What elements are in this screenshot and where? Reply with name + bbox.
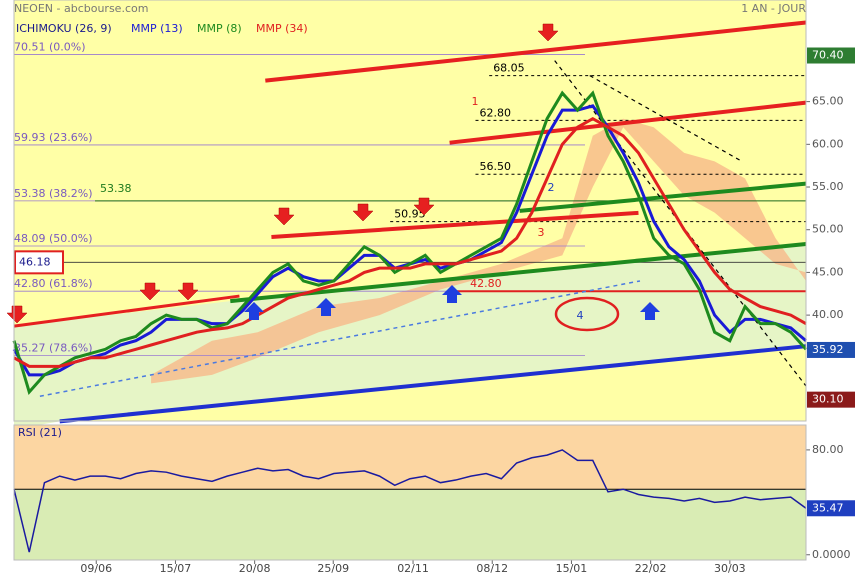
panel-frame	[13, 0, 807, 422]
buy-arrow	[442, 285, 462, 303]
trend-line	[230, 241, 807, 304]
last-value-box	[807, 500, 855, 517]
annotation-circle	[554, 296, 620, 332]
rsi-upper-zone	[14, 425, 806, 490]
last-value-label: 30.10	[812, 393, 844, 406]
trend-line	[59, 344, 807, 424]
trend-line	[519, 181, 807, 213]
ichimoku-cloud	[151, 118, 807, 384]
rsi-title: RSI (21)	[18, 426, 62, 439]
series-line	[12, 90, 808, 395]
level-label: 46.18	[19, 255, 51, 268]
y-tick-label: 65.00	[812, 95, 844, 108]
y-tick-label: 45.00	[812, 265, 844, 278]
level-box	[14, 250, 64, 275]
level-label: 68.05	[493, 62, 525, 75]
support-label: 42.80	[470, 277, 502, 290]
x-tick-label: 15/07	[160, 562, 192, 575]
buy-arrow	[316, 298, 336, 316]
fib-label: 53.38 (38.2%)	[14, 187, 93, 200]
x-tick-label: 15/01	[556, 562, 588, 575]
trend-line	[449, 100, 807, 145]
last-value-box	[807, 391, 855, 408]
y-tick-label: 60.00	[812, 137, 844, 150]
fib-label: 70.51 (0.0%)	[14, 41, 86, 54]
x-tick-label: 25/09	[317, 562, 349, 575]
y-tick-label: 40.00	[812, 308, 844, 321]
sell-arrow	[273, 207, 295, 226]
trend-line	[271, 210, 639, 239]
sell-arrow	[537, 23, 559, 42]
buy-arrow	[640, 302, 660, 320]
x-tick-label: 09/06	[80, 562, 112, 575]
annotation: 4	[577, 309, 584, 322]
x-tick-label: 20/08	[239, 562, 271, 575]
trend-line	[13, 294, 240, 328]
sell-arrow	[352, 203, 374, 222]
rsi-lower-zone	[14, 489, 806, 560]
trend-line	[39, 280, 641, 397]
legend-entry: ICHIMOKU (26, 9)	[16, 22, 112, 35]
fib-label: 42.80 (61.8%)	[14, 277, 93, 290]
trend-line	[589, 75, 741, 162]
annotation: 2	[548, 181, 555, 194]
last-value-box	[807, 47, 855, 64]
x-tick-label: 22/02	[635, 562, 667, 575]
x-tick-label: 30/03	[714, 562, 746, 575]
rsi-layer: 80.00 0.0000	[13, 425, 851, 561]
series-line	[13, 116, 807, 368]
legend-entry: MMP (8)	[197, 22, 242, 35]
sell-arrow	[413, 197, 435, 216]
last-value-label: 35.92	[812, 343, 844, 356]
level-label: 50.95	[394, 208, 426, 221]
buy-arrow	[244, 302, 264, 320]
fib-label: 48.09 (50.0%)	[14, 232, 93, 245]
x-tick-label: 02/11	[397, 562, 429, 575]
fib-label: 59.93 (23.6%)	[14, 131, 93, 144]
last-value-box	[807, 341, 855, 358]
annotation: 3	[538, 226, 545, 239]
fib-label: 35.27 (78.6%)	[14, 342, 93, 355]
x-tick-label: 08/12	[476, 562, 508, 575]
y-tick-label: 55.00	[812, 180, 844, 193]
last-value-label: 35.47	[812, 501, 844, 514]
y-tick-label: 50.00	[812, 223, 844, 236]
last-value-label: 70.40	[812, 49, 844, 62]
annotation: 1	[472, 95, 479, 108]
y-tick-label: 0.0000	[812, 548, 851, 561]
level-label: 62.80	[479, 106, 511, 119]
sell-arrow	[6, 305, 28, 324]
sell-arrow	[177, 282, 199, 301]
period: 1 AN - JOUR	[741, 2, 806, 15]
series-line	[13, 449, 807, 553]
legend-entry: MMP (13)	[131, 22, 183, 35]
level-label: 56.50	[479, 160, 511, 173]
trend-line	[265, 20, 807, 83]
price-layer: 65.00 60.00 55.00 50.00 45.00 40.00 70.51 (0.0…	[6, 20, 844, 430]
y-tick-label: 80.00	[812, 443, 844, 456]
big-label: 53.38	[100, 182, 132, 195]
legend-entry: MMP (34)	[256, 22, 308, 35]
panel-frame	[13, 424, 807, 561]
sell-arrow	[139, 282, 161, 301]
page-title: NEOEN - abcbourse.com	[14, 2, 148, 15]
